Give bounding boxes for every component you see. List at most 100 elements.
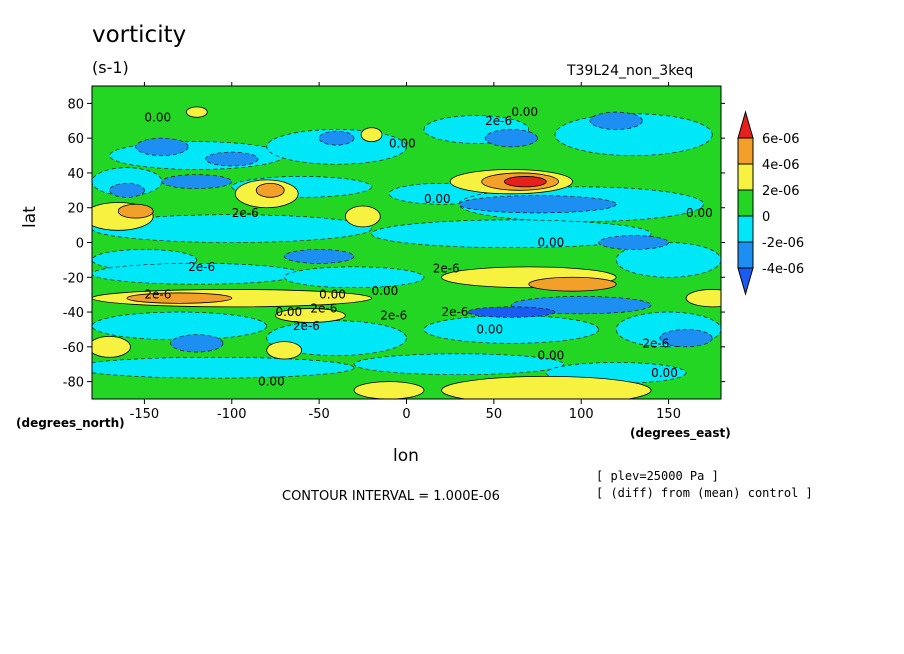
vorticity-patch [283,249,355,264]
contour-label: 0.00 [511,105,538,119]
contour-interval: CONTOUR INTERVAL = 1.000E-06 [282,489,500,504]
contour-label: 0.00 [258,375,285,389]
vorticity-patch [528,276,617,292]
contour-label: 2e-6 [642,336,669,350]
vorticity-patch [205,151,259,167]
vorticity-patch [467,306,556,318]
contour-label: 0.00 [538,349,565,363]
colorbar-bottom-arrow [737,267,754,296]
contour-label: 0.00 [538,236,565,250]
colorbar-label: 4e-06 [762,158,800,173]
colorbar-segment [737,241,754,269]
x-tick-label: -150 [130,407,160,422]
x-tick-label: 100 [569,407,594,422]
x-tick-label: -100 [217,407,247,422]
plev-note: [ plev=25000 Pa ] [596,469,719,483]
colorbar-label: 2e-06 [762,184,800,199]
vorticity-patch [109,183,145,198]
vorticity-patch [266,320,407,356]
y-tick-label: 20 [67,202,84,217]
vorticity-patch [266,341,303,360]
vorticity-patch [589,111,643,130]
axes: -150 -100 -50 0 50 100 150 80 60 40 20 0 -20 -40 -60 -8… [63,82,725,422]
colorbar-label: -4e-06 [762,262,804,277]
vorticity-patch [117,203,154,219]
vorticity-patch [170,334,224,353]
contour-label: 0.00 [372,284,399,298]
vorticity-patch [484,129,538,148]
x-axis-units: (degrees_east) [630,426,731,440]
x-tick-label: 0 [402,407,410,422]
vorticity-patch [503,176,547,188]
colorbar-label: -2e-06 [762,236,804,251]
vorticity-patch [659,329,713,348]
chart-units: (s-1) [92,58,129,77]
vorticity-patch [185,106,208,118]
vorticity-patch [92,356,355,379]
colorbar-label: 6e-06 [762,132,800,147]
colorbar-segment [737,215,754,243]
vorticity-patch [598,235,669,250]
vorticity-patch [458,195,617,214]
contour-label: 2e-6 [144,288,171,302]
run-label: T39L24_non_3keq [567,63,694,79]
contour-label: 0.00 [686,206,713,220]
vorticity-patch [92,214,372,243]
contour-label: 0.00 [651,366,678,380]
y-tick-label: 40 [67,167,84,182]
contour-label: 2e-6 [441,305,468,319]
diff-note: [ (diff) from (mean) control ] [596,486,813,500]
vorticity-patch [353,381,425,399]
colorbar-top-arrow [737,110,754,139]
vorticity-field [92,86,721,399]
contour-label: 2e-6 [188,260,215,274]
y-tick-label: 60 [67,132,84,147]
contour-label: 0.00 [476,322,503,336]
y-axis-units: (degrees_north) [16,416,125,430]
contour-label: 0.00 [389,136,416,150]
vorticity-patch [344,205,381,228]
x-tick-label: -50 [309,407,330,422]
vorticity-patch [423,315,599,344]
vorticity-patch [255,182,285,198]
colorbar-segment [737,163,754,191]
x-tick-label: 50 [486,407,503,422]
x-tick-label: 150 [656,407,681,422]
vorticity-patch [135,137,189,156]
vorticity-patch [92,311,267,341]
contour-label: 2e-6 [433,262,460,276]
vorticity-patch [685,289,721,308]
vorticity-patch [283,266,425,289]
contour-label: 0.00 [319,288,346,302]
contour-label: 0.00 [144,110,171,124]
contour-label: 2e-6 [380,309,407,323]
vorticity-patch [441,375,652,399]
contour-label: 2e-6 [310,302,337,316]
contour-labels: 0.000.000.002e-60.002e-60.002e-62e-60.00… [144,105,712,389]
y-tick-label: 80 [67,97,84,112]
vorticity-patch [371,219,652,249]
vorticity-patch [353,353,565,375]
contour-label: 0.00 [424,192,451,206]
vorticity-patch [275,308,346,323]
contour-label: 2e-6 [293,319,320,333]
contour-label: 0.00 [275,305,302,319]
x-axis-label: lon [393,446,419,466]
contour-label: 2e-6 [485,114,512,128]
colorbar-label: 0 [762,210,770,225]
contour-label: 2e-6 [232,206,259,220]
colorbar: 6e-06 4e-06 2e-06 0 -2e-06 -4e-06 [737,110,804,296]
vorticity-patch [360,127,383,143]
y-tick-label: -40 [63,306,84,321]
vorticity-patch [126,292,233,304]
y-tick-label: -60 [63,341,84,356]
chart-title: vorticity [92,22,187,48]
y-tick-label: -80 [63,376,84,391]
colorbar-segment [737,189,754,217]
y-tick-label: 0 [76,237,84,252]
vorticity-patch [161,174,233,189]
y-tick-label: -20 [63,271,84,286]
vorticity-patch [92,336,131,358]
colorbar-segment [737,137,754,165]
